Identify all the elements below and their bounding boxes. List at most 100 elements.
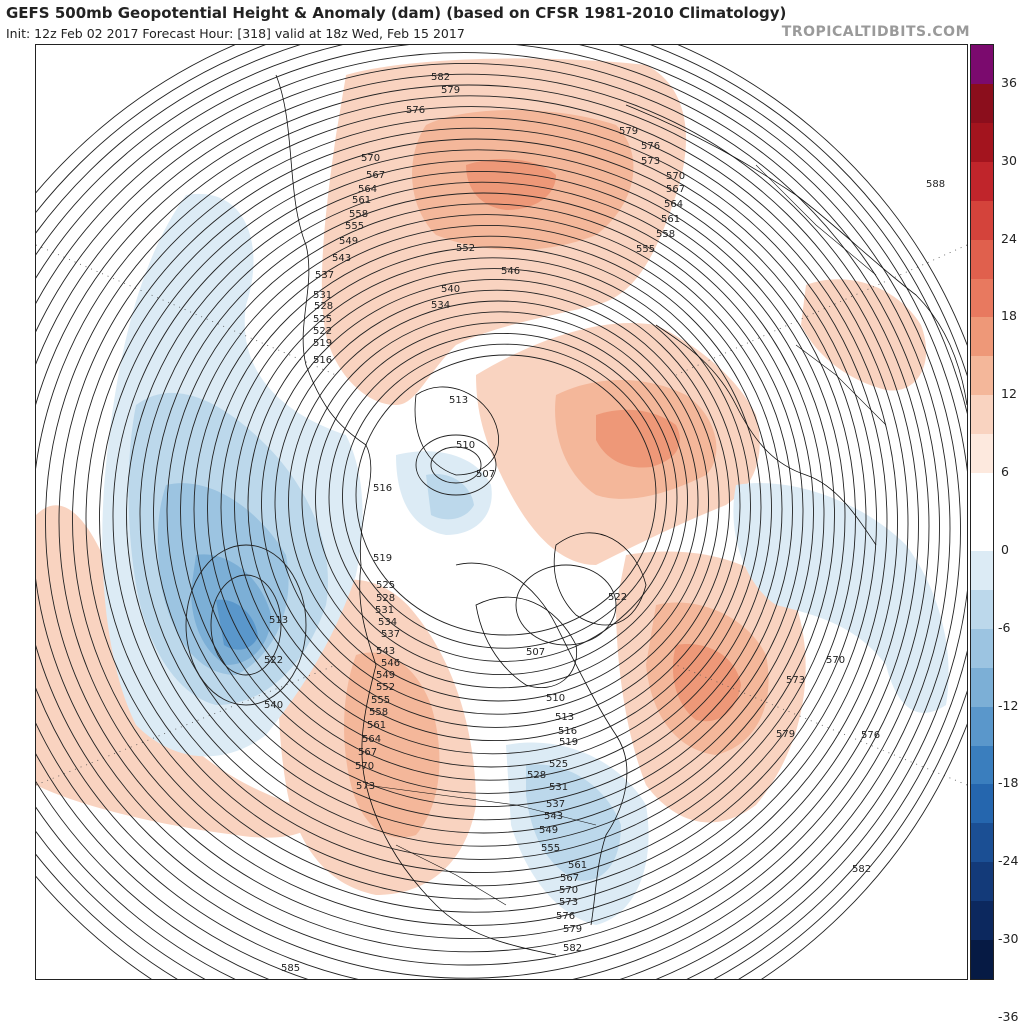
contour-label: 513 (269, 615, 288, 626)
contour-label: 576 (861, 730, 880, 741)
colorbar-tick-label: 18 (1001, 308, 1017, 324)
height-contour (58, 116, 888, 926)
height-contour (180, 214, 793, 808)
contour-label: 531 (375, 605, 394, 616)
contour-label: 573 (356, 781, 375, 792)
height-contour (415, 434, 497, 496)
contour-label: 534 (431, 300, 450, 311)
contour-label: 576 (641, 141, 660, 152)
contour-label: 525 (376, 580, 395, 591)
contour-label: 519 (559, 737, 578, 748)
height-contour (288, 300, 709, 702)
contour-label: 531 (549, 782, 568, 793)
height-contour (36, 84, 919, 966)
contour-label: 516 (373, 483, 392, 494)
contour-label: 537 (381, 629, 400, 640)
contour-label: 522 (313, 326, 332, 337)
colorbar-tick-label: -30 (998, 931, 1019, 947)
contour-label: 528 (527, 770, 546, 781)
colorbar-segment (971, 589, 993, 630)
contour-label: 582 (852, 864, 871, 875)
colorbar-tick-label: -6 (998, 619, 1011, 635)
contour-label: 564 (362, 734, 381, 745)
height-contour (342, 343, 667, 649)
height-contours (36, 45, 967, 979)
contour-label: 585 (281, 963, 300, 974)
contour-label: 540 (264, 700, 283, 711)
contour-label: 576 (406, 105, 425, 116)
height-contour (36, 63, 940, 979)
colorbar-segment (971, 356, 993, 396)
colorbar-segment (971, 512, 993, 552)
height-contour (193, 224, 783, 794)
contour-label: 537 (546, 799, 565, 810)
contour-label: 537 (315, 270, 334, 281)
contour-label: 525 (549, 759, 568, 770)
contour-label: 519 (373, 553, 392, 564)
colorbar-segment (971, 667, 993, 708)
height-contour (301, 311, 699, 689)
colorbar-tick-label: -36 (998, 1008, 1019, 1024)
contour-label: 522 (264, 655, 283, 666)
contour-label: 543 (376, 646, 395, 657)
contour-label: 513 (555, 712, 574, 723)
contour-label: 582 (563, 943, 582, 954)
contour-label: 582 (431, 72, 450, 83)
contour-label: 558 (656, 229, 675, 240)
colorbar-segment (971, 862, 993, 902)
contour-label: 567 (560, 873, 579, 884)
contour-label: 570 (361, 153, 380, 164)
colorbar-segment (971, 784, 993, 824)
colorbar-segment (971, 317, 993, 357)
contour-label: 579 (563, 924, 582, 935)
contour-label: 576 (556, 911, 575, 922)
contour-label: 534 (378, 617, 397, 628)
contour-label: 570 (559, 885, 578, 896)
site-credit[interactable]: TROPICALTIDBITS.COM (781, 24, 970, 40)
contour-label: 558 (349, 209, 368, 220)
height-contour (430, 446, 482, 484)
height-contour (85, 138, 867, 900)
contour-label: 573 (559, 897, 578, 908)
colorbar-tick-label: 36 (1001, 74, 1017, 90)
contour-label: 567 (358, 747, 377, 758)
contour-label: 516 (313, 355, 332, 366)
height-contour (185, 544, 307, 706)
contour-label: 555 (371, 695, 390, 706)
contour-label: 510 (546, 693, 565, 704)
colorbar-segment (971, 473, 993, 513)
contour-label: 507 (476, 469, 495, 480)
height-contour (274, 289, 720, 715)
contour-label: 570 (826, 655, 845, 666)
height-contour (166, 203, 804, 821)
height-contour (210, 574, 282, 676)
contour-label: 558 (369, 707, 388, 718)
colorbar-segment (971, 745, 993, 785)
contour-label: 561 (352, 195, 371, 206)
anomaly-colorbar (970, 44, 994, 980)
contour-label: 519 (313, 338, 332, 349)
contour-label: 555 (541, 843, 560, 854)
map-panel: 582 579 576 570 567 564 561 558 555 549 543 537 531 5… (35, 44, 968, 980)
colorbar-segment (971, 434, 993, 474)
colorbar-segment (971, 940, 993, 980)
contour-label: 573 (786, 675, 805, 686)
graticule (36, 244, 967, 786)
contour-label: 555 (345, 221, 364, 232)
colorbar-segment (971, 550, 993, 591)
height-contour (261, 278, 730, 728)
contour-label: 513 (449, 395, 468, 406)
map-title: GEFS 500mb Geopotential Height & Anomaly… (6, 4, 787, 22)
colorbar-tick-label: -12 (998, 697, 1019, 713)
contour-label: 570 (355, 761, 374, 772)
height-contour (328, 332, 678, 662)
height-contour (315, 322, 688, 676)
height-contour (355, 354, 657, 636)
colorbar-segment (971, 122, 993, 163)
contour-label: 549 (539, 825, 558, 836)
contour-label: 561 (661, 214, 680, 225)
contour-label: 579 (441, 85, 460, 96)
height-contour (36, 52, 951, 979)
contour-label: 561 (568, 860, 587, 871)
height-contour (36, 45, 961, 979)
